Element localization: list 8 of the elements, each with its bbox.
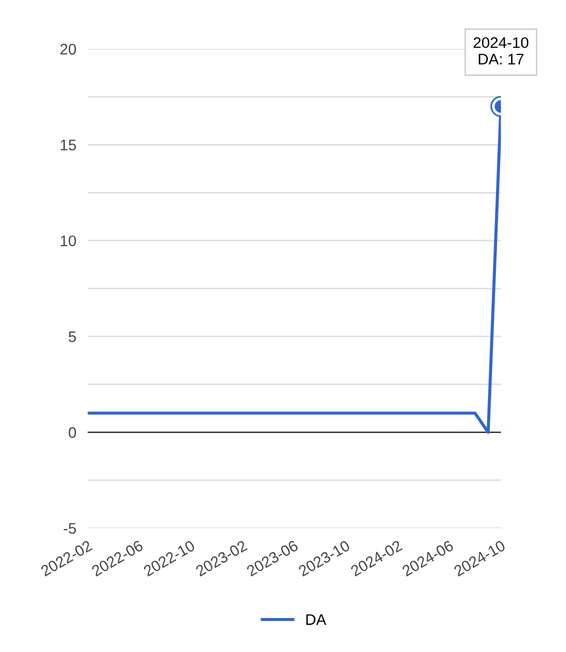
- y-tick-label: -5: [64, 523, 76, 534]
- annotation: 2024-10 DA: 17: [474, 37, 528, 64]
- y-tick-label: 20: [60, 44, 76, 55]
- y-tick-label: 15: [60, 140, 76, 150]
- y-tick-label: 0: [68, 427, 76, 438]
- y-tick-label: 5: [68, 331, 76, 342]
- legend-label: DA: [306, 614, 326, 625]
- y-tick-label: 10: [60, 235, 76, 246]
